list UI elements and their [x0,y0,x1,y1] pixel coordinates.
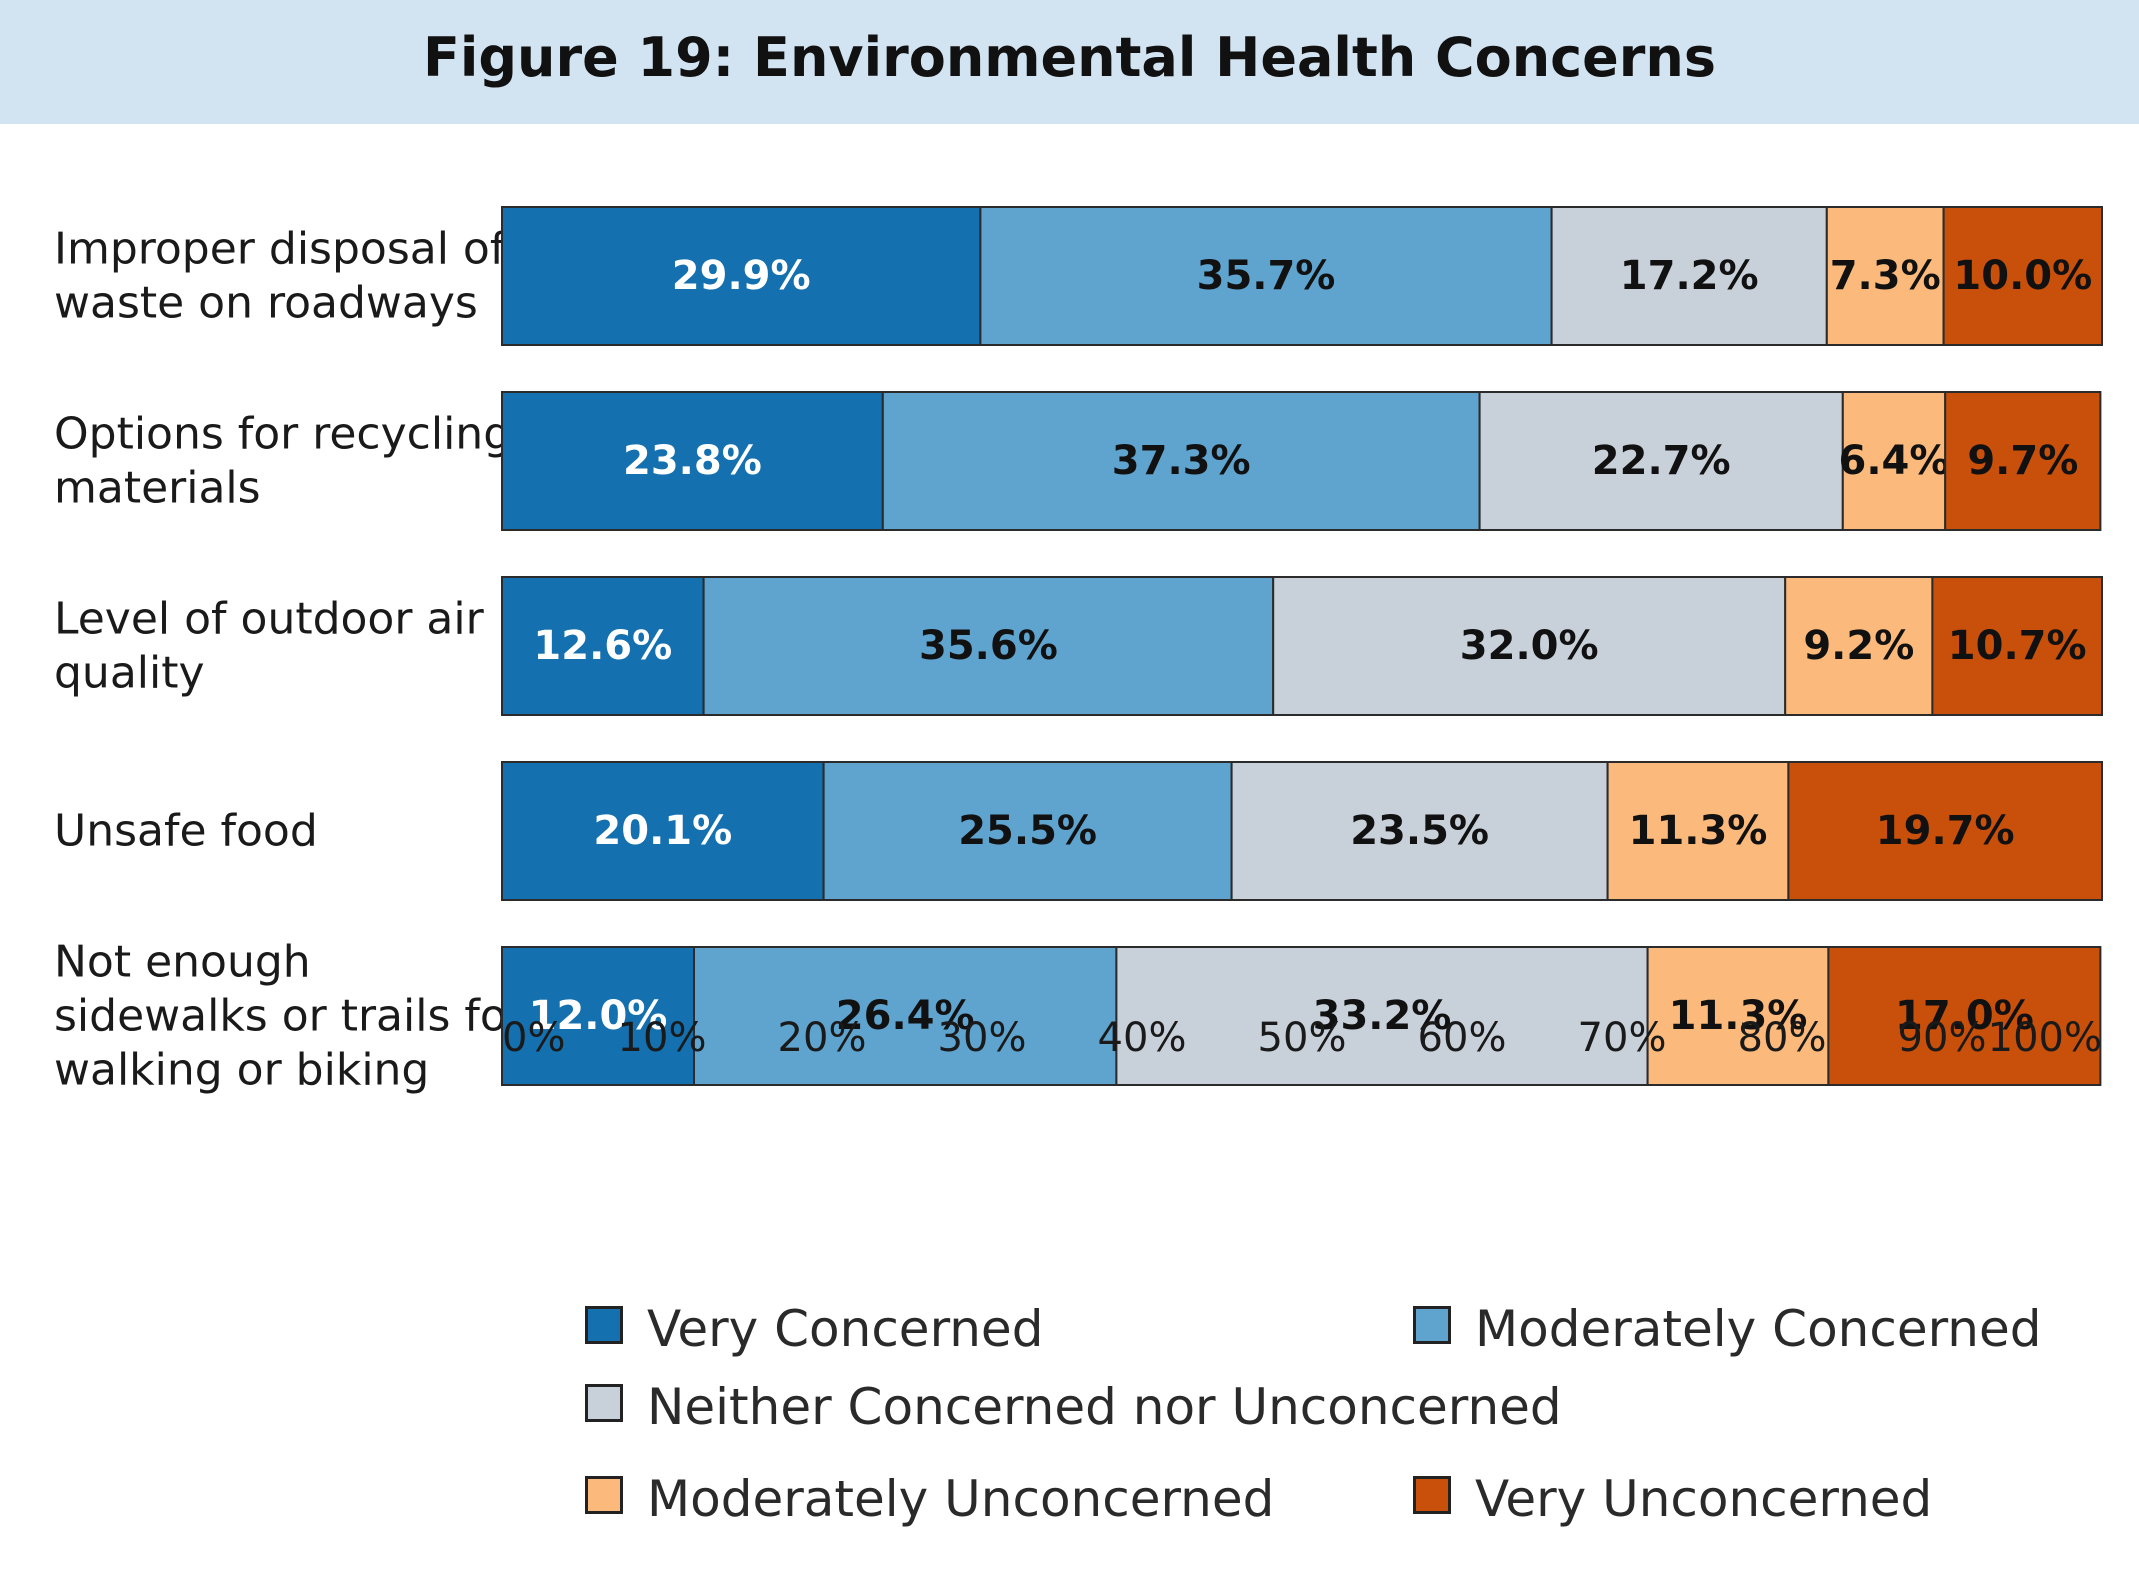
bar-segment [822,761,1233,901]
data-label: 35.6% [919,623,1058,669]
bar-segment [1942,206,2103,346]
bar-segment [501,946,695,1086]
bar-segment [1841,391,1947,531]
x-tick-label: 10% [618,1015,707,1061]
data-label: 12.6% [533,623,672,669]
legend-label: Neither Concerned nor Unconcerned [647,1378,1562,1436]
bar-segment [1646,946,1830,1086]
data-label: 9.2% [1803,623,1914,669]
bar-segment [702,576,1275,716]
data-label: 23.5% [1350,808,1489,854]
bar-segment [1931,576,2104,716]
category-label: sidewalks or trails for [54,991,526,1042]
x-tick-label: 60% [1418,1015,1507,1061]
data-label: 10.7% [1948,623,2087,669]
data-label: 29.9% [672,253,811,299]
category-label: Options for recycling [54,409,511,460]
x-tick-label: 30% [938,1015,1027,1061]
data-label: 22.7% [1592,438,1731,484]
legend-swatch [585,1306,623,1344]
legend-label: Very Concerned [647,1300,1044,1358]
data-label: 17.2% [1620,253,1759,299]
x-tick-label: 70% [1578,1015,1667,1061]
data-label: 37.3% [1112,438,1251,484]
legend-swatch [585,1384,623,1422]
category-label: waste on roadways [54,278,478,329]
data-label: 26.4% [836,993,975,1039]
data-label: 35.7% [1197,253,1336,299]
data-label: 25.5% [958,808,1097,854]
x-tick-label: 80% [1738,1015,1827,1061]
data-label: 7.3% [1830,253,1941,299]
category-label: quality [54,648,205,699]
legend-label: Moderately Concerned [1475,1300,2042,1358]
bar-segment [1230,761,1609,901]
category-label: Not enough [54,937,311,988]
data-label: 17.0% [1895,993,2034,1039]
x-tick-label: 40% [1098,1015,1187,1061]
legend-swatch [1413,1476,1451,1514]
data-label: 11.3% [1629,808,1768,854]
bar-segment [501,391,884,531]
data-label: 23.8% [623,438,762,484]
data-label: 11.3% [1669,993,1808,1039]
bar-segment [1827,946,2102,1086]
bar-segment [1550,206,1828,346]
legend-swatch [585,1476,623,1514]
bar-segment [693,946,1118,1086]
data-label: 33.2% [1313,993,1452,1039]
x-tick-label: 90% [1898,1015,1987,1061]
data-label: 20.1% [593,808,732,854]
category-label: materials [54,463,261,514]
data-label: 10.0% [1953,253,2092,299]
bar-segment [1944,391,2102,531]
legend-swatch [1413,1306,1451,1344]
data-label: 6.4% [1839,438,1950,484]
x-tick-label: 50% [1258,1015,1347,1061]
bar-segment [501,206,982,346]
x-tick-label: 0% [502,1015,565,1061]
bar-segment [1115,946,1649,1086]
bar-segment [881,391,1481,531]
bar-segment [979,206,1553,346]
bar-segment [1787,761,2104,901]
category-label: walking or biking [54,1045,429,1096]
x-tick-label: 100% [1988,1015,2102,1061]
bar-segment [1825,206,1945,346]
legend-label: Moderately Unconcerned [647,1470,1275,1528]
bar-segment [1478,391,1844,531]
legend-label: Very Unconcerned [1475,1470,1933,1528]
bar-segment [1784,576,1934,716]
bar-segment [501,761,825,901]
bar-segment [1272,576,1787,716]
category-label: Level of outdoor air [54,594,485,645]
category-label: Unsafe food [54,806,318,857]
data-label: 12.0% [529,993,668,1039]
chart-title: Figure 19: Environmental Health Concerns [422,26,1717,89]
data-label: 19.7% [1876,808,2015,854]
data-label: 9.7% [1967,438,2078,484]
x-tick-label: 20% [778,1015,867,1061]
category-label: Improper disposal of [54,224,507,275]
title-bar: Figure 19: Environmental Health Concerns [0,0,2139,124]
data-label: 32.0% [1460,623,1599,669]
bar-segment [1606,761,1790,901]
